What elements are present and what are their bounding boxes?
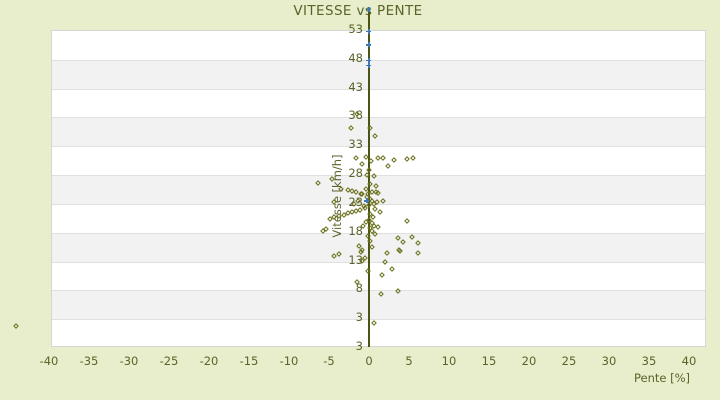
y-tick-label: 23: [348, 194, 363, 209]
x-tick-label: 20: [521, 354, 537, 368]
plot-band: [52, 88, 705, 118]
plot-band: [52, 319, 705, 346]
y-tick-label: 18: [348, 223, 363, 238]
y-tick-label: 13: [348, 252, 363, 267]
plot-band: [52, 203, 705, 233]
y-tick-label: 8: [355, 281, 363, 296]
horizontal-gridline: [52, 88, 705, 90]
plot-area: [51, 30, 706, 347]
horizontal-gridline: [52, 290, 705, 292]
y-tick-label: 3: [355, 310, 363, 325]
x-tick-label: 40: [681, 354, 697, 368]
x-tick-label: 25: [561, 354, 577, 368]
x-tick-label: 10: [441, 354, 457, 368]
horizontal-gridline: [52, 232, 705, 234]
horizontal-gridline: [52, 203, 705, 205]
horizontal-gridline: [52, 319, 705, 321]
x-tick-label: 15: [481, 354, 497, 368]
plot-band: [52, 290, 705, 320]
y-tick-label: 43: [348, 79, 363, 94]
y-tick-label: 3: [355, 339, 363, 353]
x-tick-label: -15: [239, 354, 259, 368]
horizontal-gridline: [52, 261, 705, 263]
x-tick-label: 30: [601, 354, 617, 368]
horizontal-gridline: [52, 175, 705, 177]
plot-band: [52, 261, 705, 291]
plot-band: [52, 232, 705, 262]
plot-band: [52, 59, 705, 89]
horizontal-gridline: [52, 59, 705, 61]
plot-band: [52, 146, 705, 176]
x-tick-label: 35: [641, 354, 657, 368]
horizontal-gridline: [52, 146, 705, 148]
horizontal-gridline: [52, 117, 705, 119]
plot-band: [52, 31, 705, 60]
x-tick-label: -10: [279, 354, 299, 368]
chart-title: VITESSE vs PENTE: [293, 3, 423, 19]
y-tick-label: 53: [348, 22, 363, 36]
plot-band: [52, 117, 705, 147]
data-point-vitesse-pente-points: [13, 323, 19, 330]
plot-band: [52, 175, 705, 204]
x-axis-title: Pente [%]: [633, 371, 690, 385]
x-tick-label: -40: [39, 354, 59, 368]
y-tick-label: 48: [348, 50, 363, 65]
x-tick-label: 0: [365, 354, 373, 368]
y-tick-label: 33: [348, 137, 363, 152]
x-tick-label: -35: [79, 354, 99, 368]
y-tick-label: 38: [348, 108, 363, 123]
x-tick-label: -5: [323, 354, 335, 368]
x-tick-label: 5: [405, 354, 413, 368]
x-tick-label: -25: [159, 354, 179, 368]
zero-axis-line: [368, 10, 370, 347]
x-tick-label: -30: [119, 354, 139, 368]
x-tick-label: -20: [199, 354, 219, 368]
y-tick-label: 28: [348, 166, 363, 181]
